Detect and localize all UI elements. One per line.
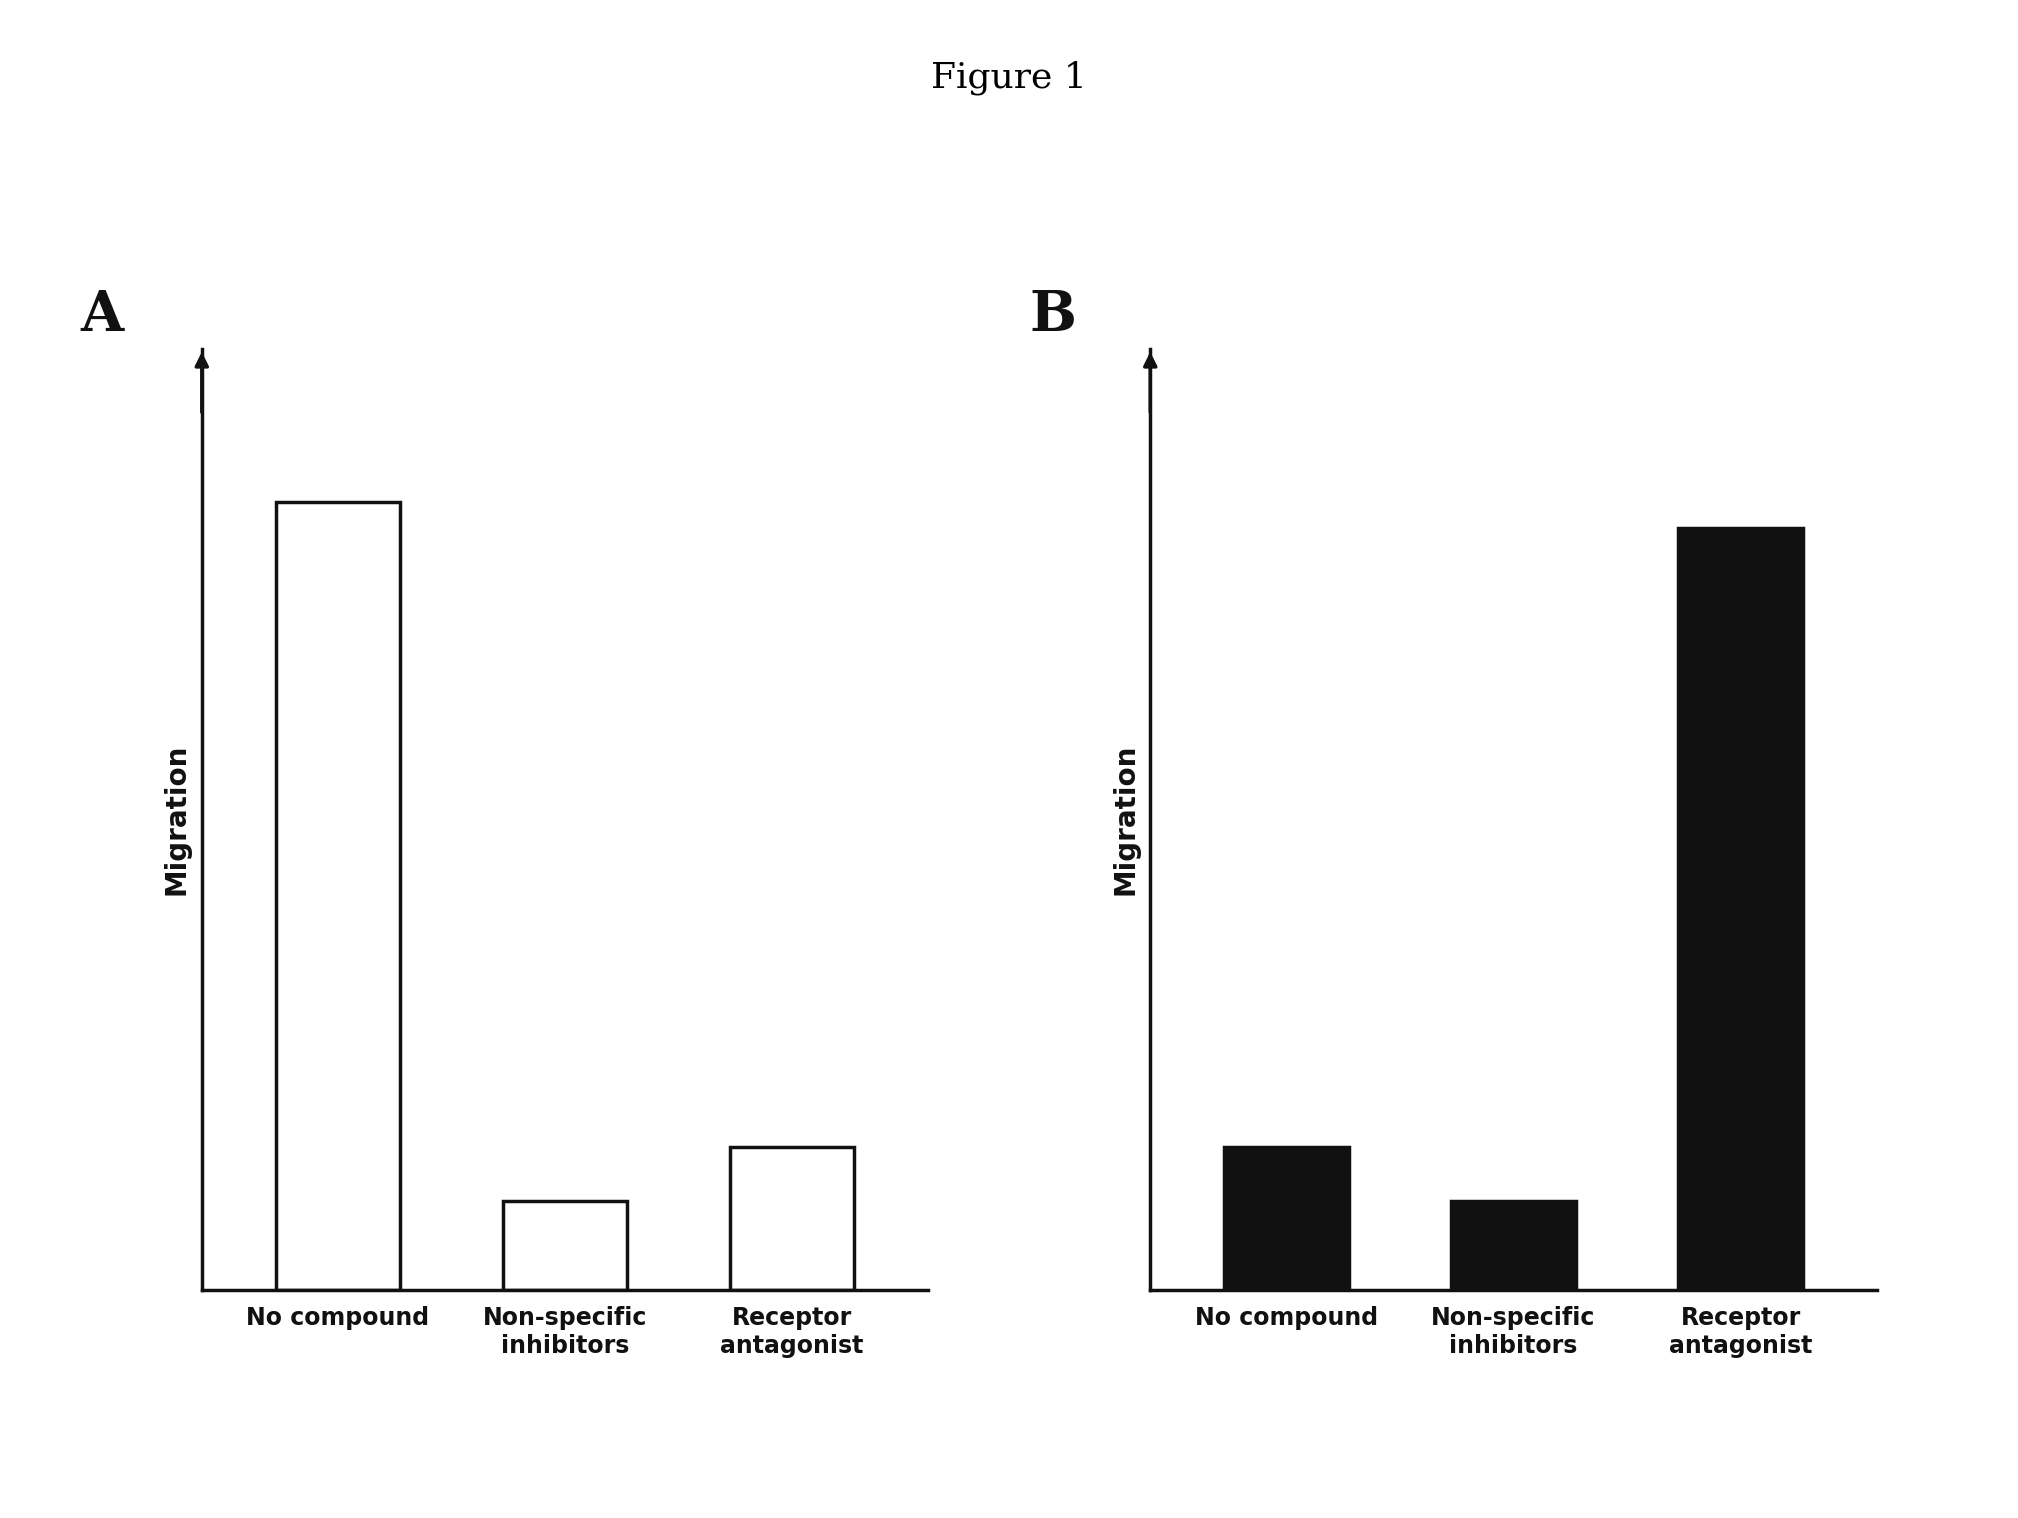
Bar [276, 501, 400, 1290]
Y-axis label: Migration: Migration [1112, 744, 1138, 896]
Text: B: B [1029, 288, 1076, 343]
Text: A: A [81, 288, 123, 343]
Bar [731, 1148, 854, 1290]
Bar [1679, 528, 1802, 1290]
Bar [502, 1201, 628, 1290]
Bar [1451, 1201, 1576, 1290]
Bar [1225, 1148, 1348, 1290]
Text: Figure 1: Figure 1 [930, 61, 1088, 96]
Y-axis label: Migration: Migration [163, 744, 190, 896]
